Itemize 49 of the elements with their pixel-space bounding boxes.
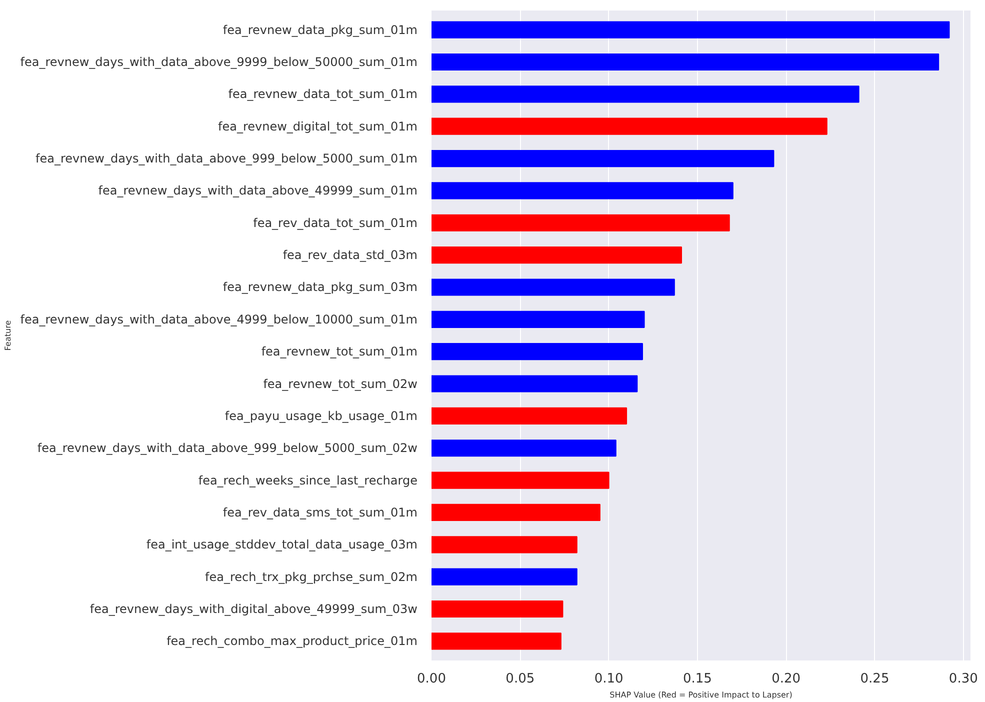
x-tick-label: 0.15 <box>682 672 712 686</box>
y-tick-label: fea_revnew_digital_tot_sum_01m <box>218 119 418 134</box>
bar <box>432 86 860 103</box>
y-tick-label: fea_revnew_days_with_data_above_999_below_5000_sum_02w <box>37 441 418 456</box>
y-tick-label: fea_revnew_tot_sum_02w <box>263 376 418 391</box>
y-axis-title: Feature <box>3 320 12 351</box>
y-tick-label: fea_revnew_data_pkg_sum_01m <box>222 22 418 37</box>
y-tick-label: fea_revnew_data_pkg_sum_03m <box>222 280 418 294</box>
bar <box>432 407 628 424</box>
y-tick-label: fea_rech_weeks_since_last_recharge <box>198 473 418 488</box>
y-tick-label: fea_revnew_days_with_digital_above_49999_sum_03w <box>90 602 418 616</box>
bar <box>432 310 645 328</box>
y-tick-label: fea_revnew_days_with_data_above_9999_below_50000_sum_01m <box>20 54 418 69</box>
bar <box>432 536 578 554</box>
bar <box>432 343 643 360</box>
bar <box>432 375 638 392</box>
bar <box>432 53 940 71</box>
x-tick-label: 0.20 <box>772 672 801 686</box>
bar <box>432 632 562 650</box>
bar <box>432 21 950 38</box>
x-tick-label: 0.30 <box>948 672 978 686</box>
bar <box>432 504 600 522</box>
bar <box>432 278 675 296</box>
bar <box>432 600 564 618</box>
bar <box>432 182 734 200</box>
x-tick-label: 0.05 <box>506 672 535 686</box>
bar <box>432 440 616 457</box>
y-tick-label: fea_rech_trx_pkg_prchse_sum_02m <box>205 570 418 584</box>
x-axis-title: SHAP Value (Red = Positive Impact to Lapser) <box>610 690 792 700</box>
y-tick-label: fea_revnew_days_with_data_above_4999_below_10000_sum_01m <box>20 312 418 326</box>
y-tick-label: fea_revnew_tot_sum_01m <box>261 344 418 359</box>
bar <box>432 246 682 264</box>
bar <box>432 150 774 168</box>
x-tick-label: 0.25 <box>860 672 890 686</box>
bar <box>432 472 610 489</box>
y-tick-label: fea_payu_usage_kb_usage_01m <box>224 408 418 423</box>
bar <box>432 118 828 135</box>
y-tick-label: fea_revnew_days_with_data_above_999_below_5000_sum_01m <box>36 152 418 166</box>
y-tick-label: fea_rev_data_sms_tot_sum_01m <box>222 505 418 520</box>
bar <box>432 568 578 586</box>
y-tick-label: fea_revnew_data_tot_sum_01m <box>228 87 418 102</box>
x-tick-label: 0.10 <box>594 672 624 686</box>
bar <box>432 214 730 232</box>
y-tick-label: fea_revnew_days_with_data_above_49999_sum_01m <box>98 184 418 198</box>
y-tick-label: fea_rev_data_tot_sum_01m <box>253 216 418 230</box>
x-tick-label: 0.00 <box>417 672 446 686</box>
y-tick-label: fea_int_usage_stddev_total_data_usage_03m <box>146 538 418 552</box>
y-tick-label: fea_rev_data_std_03m <box>282 248 418 262</box>
y-tick-label: fea_rech_combo_max_product_price_01m <box>166 634 418 648</box>
